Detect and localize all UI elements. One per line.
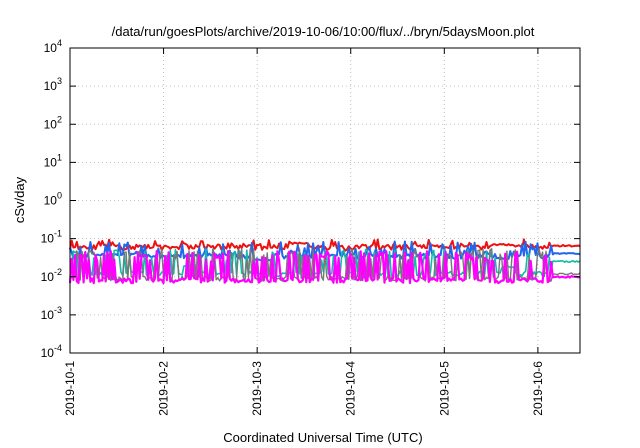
y-tick-label: 10-4	[41, 343, 62, 360]
x-tick-label: 2019-10-2	[157, 361, 171, 416]
y-tick-label: 10-3	[41, 305, 62, 322]
x-tick-label: 2019-10-6	[531, 361, 545, 416]
y-tick-label: 10-1	[41, 229, 62, 246]
x-tick-label: 2019-10-3	[250, 361, 264, 416]
x-tick-label: 2019-10-5	[437, 361, 451, 416]
y-tick-label: 101	[44, 152, 62, 169]
series-line	[68, 249, 581, 285]
x-axis: 2019-10-1 2019-10-2 2019-10-3 2019-10-4 2019…	[63, 48, 545, 416]
x-axis-label: Coordinated Universal Time (UTC)	[223, 430, 422, 445]
y-axis: 10-4 10-3 10-2 10-1 100 101 102 103 104	[41, 38, 580, 360]
y-tick-label: 104	[44, 38, 62, 55]
grid	[70, 48, 580, 353]
chart-title: /data/run/goesPlots/archive/2019-10-06/1…	[112, 24, 535, 39]
y-tick-label: 10-2	[41, 267, 62, 284]
y-tick-label: 100	[44, 191, 62, 208]
y-tick-label: 103	[44, 76, 62, 93]
y-axis-label: cSv/day	[12, 176, 27, 223]
x-tick-label: 2019-10-1	[63, 361, 77, 416]
x-tick-label: 2019-10-4	[344, 361, 358, 416]
series-group	[68, 238, 581, 285]
y-tick-label: 102	[44, 114, 62, 131]
